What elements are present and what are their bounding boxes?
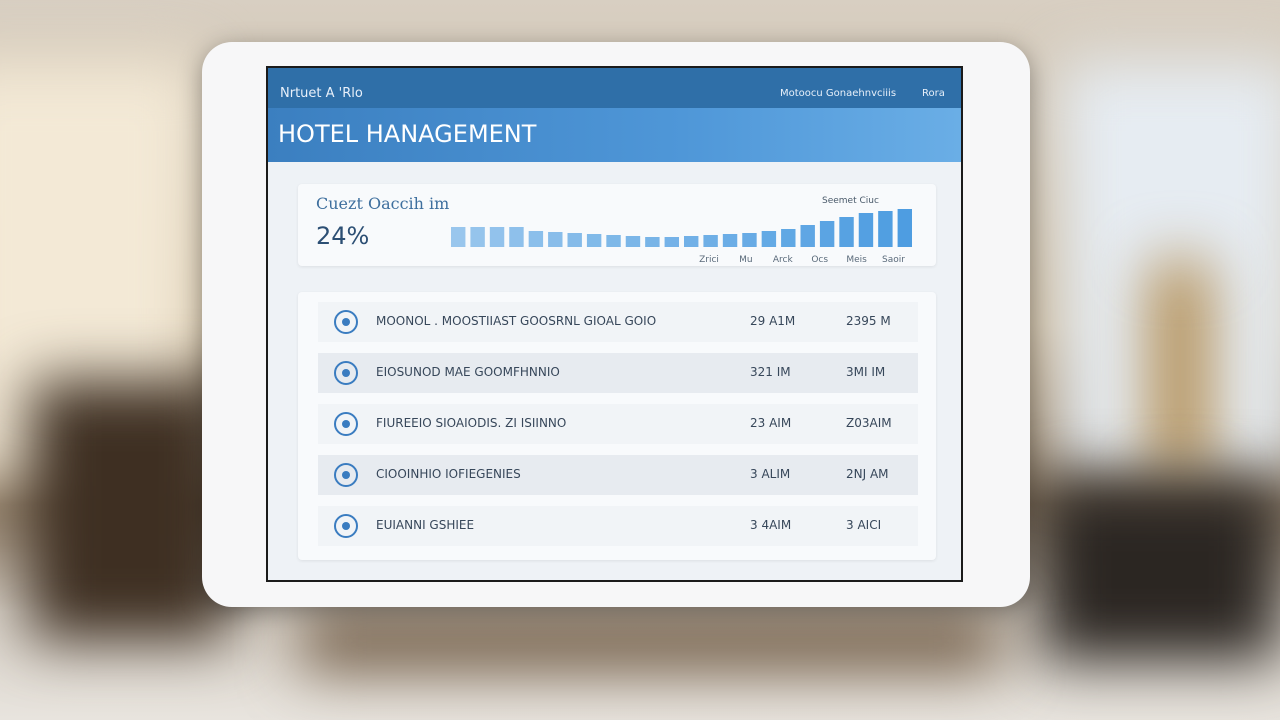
row-icon: [334, 412, 358, 436]
bar: [858, 213, 874, 247]
bar: [606, 235, 621, 247]
row-value: 23 AIM: [750, 416, 792, 430]
bar: [548, 232, 563, 247]
row-name: FIUREEIO SIOAIODIS. ZI ISIINNO: [376, 416, 567, 430]
row-value: 2NJ AM: [846, 467, 889, 481]
row-name: CIOOINHIO IOFIEGENIES: [376, 467, 521, 481]
bar: [781, 229, 796, 247]
bar: [742, 233, 757, 247]
bar: [567, 233, 582, 247]
chart-legend: Seemet Ciuc: [822, 196, 879, 206]
table-row[interactable]: EUIANNI GSHIEE 3 4AIM 3 AICI: [318, 506, 918, 546]
row-value: Z03AIM: [846, 416, 892, 430]
bar: [722, 234, 738, 247]
occupancy-chart: Zrici Mu Arck Ocs Meis Saoir: [451, 209, 912, 265]
row-name: EIOSUNOD MAE GOOMFHNNIO: [376, 365, 560, 379]
bar: [489, 227, 505, 247]
bar: [878, 211, 893, 247]
table-row[interactable]: EIOSUNOD MAE GOOMFHNNIO 321 IM 3MI IM: [318, 353, 918, 393]
row-icon: [334, 463, 358, 487]
table-card: MOONOL . MOOSTIIAST GOOSRNL GIOAL GOIO 29…: [298, 292, 936, 560]
bar: [800, 225, 815, 247]
header: [268, 108, 961, 162]
bar: [509, 227, 524, 247]
row-value: 29 A1M: [750, 314, 796, 328]
row-name: MOONOL . MOOSTIIAST GOOSRNL GIOAL GOIO: [376, 314, 657, 328]
bar: [839, 217, 854, 247]
table-row[interactable]: FIUREEIO SIOAIODIS. ZI ISIINNO 23 AIM Z03A…: [318, 404, 918, 444]
x-label: Mu: [739, 255, 752, 265]
screen: Nrtuet A 'Rlo Motoocu Gonaehnvciiis Rora…: [266, 66, 963, 582]
bar: [645, 237, 660, 247]
bar: [625, 236, 641, 247]
bar: [761, 231, 777, 247]
bar: [703, 235, 718, 247]
bar: [684, 236, 699, 247]
nav-link[interactable]: Rora: [922, 88, 945, 99]
row-icon: [334, 310, 358, 334]
page-title: HOTEL HANAGEMENT: [278, 120, 537, 148]
bar: [451, 227, 466, 247]
x-label: Saoir: [882, 255, 905, 265]
x-label: Zrici: [699, 255, 719, 265]
bar: [470, 227, 485, 247]
occupancy-value: 24%: [316, 222, 370, 250]
row-icon: [334, 361, 358, 385]
row-value: 3 4AIM: [750, 518, 792, 532]
bar: [586, 234, 602, 247]
x-label: Arck: [773, 255, 794, 265]
x-label: Meis: [846, 255, 867, 265]
row-value: 3 ALIM: [750, 467, 791, 481]
occupancy-card: Cuezt Oaccih im 24% Seemet Ciuc Zrici Mu A…: [298, 184, 936, 266]
table-row[interactable]: CIOOINHIO IOFIEGENIES 3 ALIM 2NJ AM: [318, 455, 918, 495]
bar: [528, 231, 544, 247]
x-label: Ocs: [811, 255, 828, 265]
row-value: 3 AICI: [846, 518, 882, 532]
bar: [819, 221, 835, 247]
row-value: 321 IM: [750, 365, 791, 379]
top-bar: [268, 68, 961, 108]
bar: [664, 237, 679, 247]
table-row[interactable]: MOONOL . MOOSTIIAST GOOSRNL GIOAL GOIO 29…: [318, 302, 918, 342]
card-title: Cuezt Oaccih im: [316, 194, 450, 213]
row-value: 3MI IM: [846, 365, 886, 379]
nav-link[interactable]: Motoocu Gonaehnvciiis: [780, 88, 897, 99]
app-name: Nrtuet A 'Rlo: [280, 86, 363, 101]
row-value: 2395 M: [846, 314, 891, 328]
bar: [897, 209, 912, 247]
row-name: EUIANNI GSHIEE: [376, 518, 475, 532]
row-icon: [334, 514, 358, 538]
